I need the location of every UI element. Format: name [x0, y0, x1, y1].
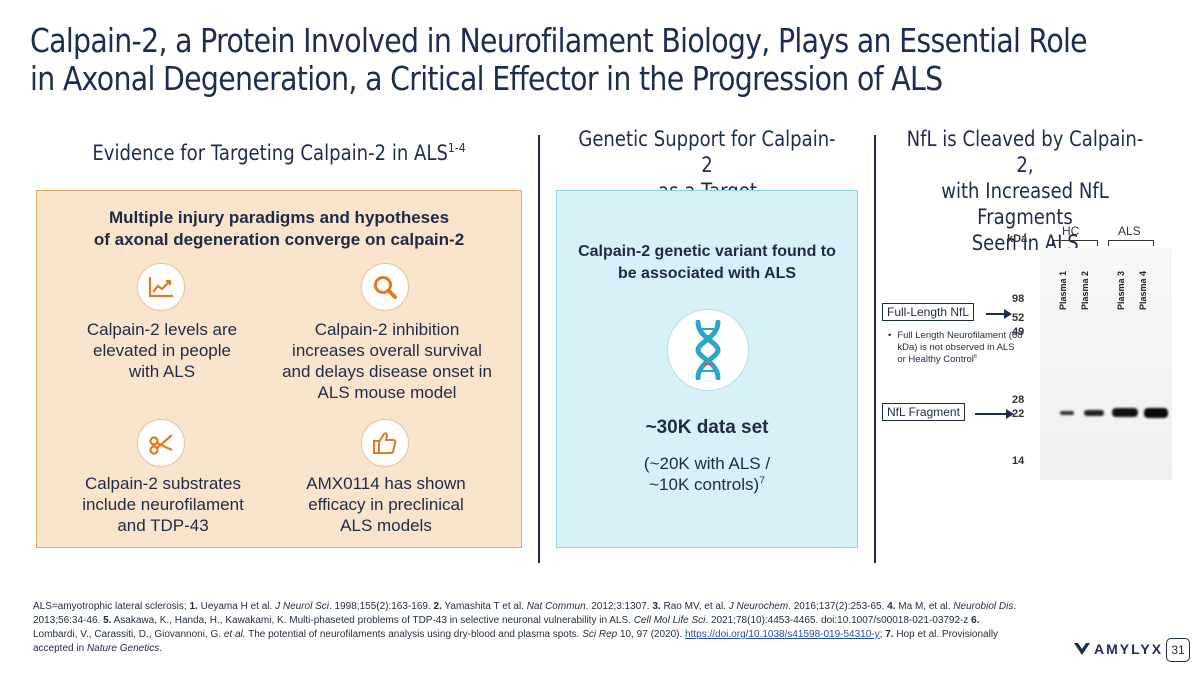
genetic-box: Calpain-2 genetic variant found to be as… [556, 190, 858, 548]
group-hc-bracket [1052, 240, 1098, 246]
full-length-arrow-head [1004, 309, 1012, 319]
marker-49: 49 [1012, 326, 1025, 338]
lane-plasma-1: Plasma 1 [1058, 270, 1068, 310]
marker-98: 98 [1012, 293, 1025, 305]
dataset-size: ~30K data set [645, 417, 769, 438]
group-als-bracket [1108, 240, 1154, 246]
evidence-cell-3-text: Calpain-2 substrates include neurofilame… [82, 474, 244, 535]
kda-label: kDa [1007, 233, 1028, 245]
amylyx-logo: AMYLYX [1074, 641, 1163, 657]
marker-52: 52 [1012, 312, 1025, 324]
dataset-breakdown: (~20K with ALS / ~10K controls)7 [643, 454, 771, 494]
scissors-icon [137, 419, 185, 467]
band-lane-2 [1084, 410, 1104, 416]
full-length-nfl-label: Full-Length NfL [882, 303, 975, 321]
magnifier-icon [361, 263, 409, 311]
nfl-fragment-label: NfL Fragment [882, 403, 965, 421]
band-lane-4 [1144, 408, 1168, 418]
marker-22: 22 [1012, 408, 1025, 420]
thumbs-up-icon [361, 419, 409, 467]
evidence-box-title: Multiple injury paradigms and hypotheses… [93, 208, 465, 249]
doi-link[interactable]: https://doi.org/10.1038/s41598-019-54310… [685, 629, 880, 640]
full-length-arrow [986, 313, 1006, 315]
group-als: ALS [1118, 224, 1141, 238]
page-number: 31 [1166, 638, 1190, 662]
slide-title-line2: in Axonal Degeneration, a Critical Effec… [30, 59, 943, 98]
column-divider-left [538, 135, 540, 563]
line-chart-icon [137, 263, 185, 311]
nfl-heading: NfL is Cleaved by Calpain-2, with Increa… [906, 127, 1144, 255]
dna-icon [667, 309, 749, 391]
band-lane-3 [1112, 408, 1138, 417]
fragment-arrow [975, 413, 1008, 415]
marker-28: 28 [1012, 394, 1025, 406]
evidence-cell-1-text: Calpain-2 levels are elevated in people … [86, 320, 238, 381]
evidence-box: Multiple injury paradigms and hypotheses… [36, 190, 522, 548]
full-length-note: • Full Length Neurofilament (68 kDa) is … [888, 330, 1023, 365]
evidence-cell-2-text: Calpain-2 inhibition increases overall s… [282, 320, 492, 402]
lane-plasma-2: Plasma 2 [1080, 270, 1090, 310]
evidence-cell-4-text: AMX0114 has shown efficacy in preclinica… [306, 474, 466, 535]
slide-title: Calpain-2, a Protein Involved in Neurofi… [30, 22, 1165, 98]
amylyx-logo-mark-icon [1074, 643, 1090, 655]
band-lane-1 [1060, 411, 1074, 415]
fragment-arrow-head [1006, 409, 1014, 419]
marker-14: 14 [1012, 455, 1025, 467]
blot-membrane [1040, 248, 1172, 480]
lane-plasma-4: Plasma 4 [1138, 270, 1148, 310]
column-divider-right [874, 135, 876, 563]
genetic-box-title: Calpain-2 genetic variant found to be as… [578, 243, 836, 282]
logo-text: AMYLYX [1094, 641, 1164, 657]
lane-plasma-3: Plasma 3 [1116, 270, 1126, 310]
footnote-references: ALS=amyotrophic lateral sclerosis; 1. Ue… [33, 601, 1017, 654]
evidence-heading: Evidence for Targeting Calpain-2 in ALS1… [92, 140, 466, 165]
slide-title-line1: Calpain-2, a Protein Involved in Neurofi… [30, 21, 1088, 60]
group-hc: HC [1062, 224, 1080, 238]
